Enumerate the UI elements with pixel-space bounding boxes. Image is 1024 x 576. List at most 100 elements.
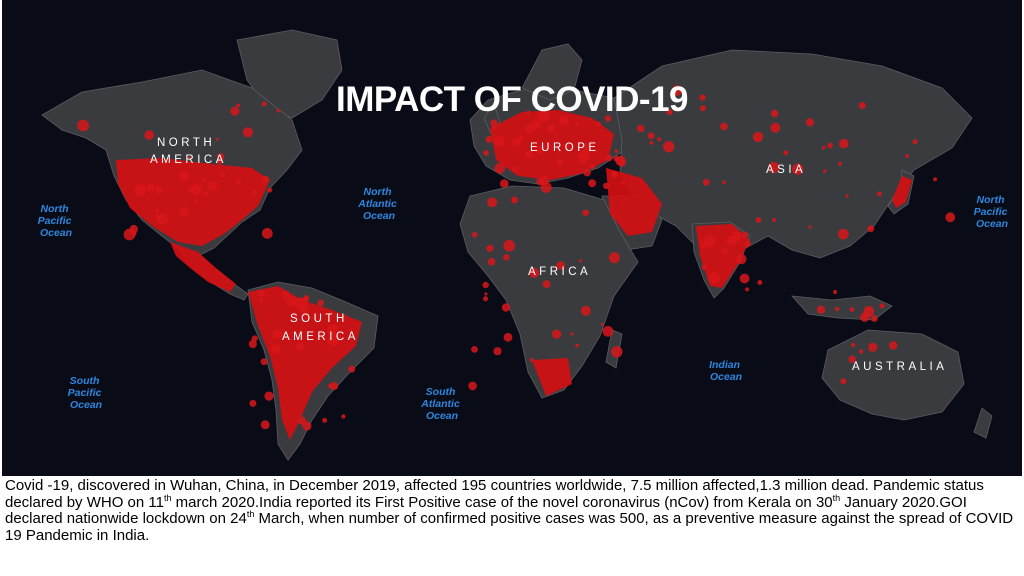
case-marker [327, 335, 339, 347]
caption-sup-3: th [246, 509, 255, 519]
case-marker [201, 177, 207, 182]
label-north-pacific-east: North Pacific Ocean [974, 194, 1011, 230]
case-marker [77, 119, 89, 132]
case-marker [582, 209, 589, 216]
case-marker [501, 303, 511, 312]
case-marker [260, 420, 270, 430]
case-marker [589, 163, 596, 170]
case-marker [647, 132, 655, 140]
case-marker [348, 365, 356, 373]
label-south-atlantic: South Atlantic Ocean [420, 386, 462, 422]
usa-hotspot [116, 158, 270, 246]
case-marker [328, 383, 334, 389]
case-marker [834, 306, 840, 312]
case-marker [649, 141, 654, 145]
mexico-central-america-hotspot [170, 242, 236, 292]
label-north-america-line1: NORTH [157, 137, 215, 149]
label-south-america-line1: SOUTH [290, 313, 348, 325]
case-marker [867, 225, 875, 233]
case-marker [511, 166, 518, 173]
case-marker [877, 191, 882, 197]
case-marker [296, 342, 305, 351]
case-marker [739, 273, 750, 284]
case-marker [722, 180, 726, 185]
case-marker [611, 170, 618, 178]
case-marker [840, 378, 847, 385]
case-marker [583, 168, 591, 177]
caption-sup-1: th [163, 492, 172, 503]
case-marker [905, 154, 909, 159]
case-marker [261, 228, 273, 239]
case-marker [848, 355, 856, 363]
case-marker [581, 142, 590, 151]
case-marker [503, 239, 515, 252]
case-marker [559, 115, 569, 126]
case-marker [708, 272, 720, 284]
case-marker [261, 175, 269, 183]
case-marker [808, 225, 812, 229]
case-marker [217, 159, 223, 165]
case-marker [614, 149, 618, 153]
case-marker [912, 139, 918, 145]
case-marker [525, 123, 536, 134]
case-marker [248, 339, 257, 349]
case-marker [752, 131, 764, 143]
africa [459, 185, 639, 399]
case-marker [492, 124, 497, 129]
case-marker [511, 196, 519, 204]
label-europe: EUROPE [530, 142, 600, 154]
label-indian-ocean: Indian Ocean [709, 359, 743, 383]
case-marker [657, 137, 662, 142]
case-marker [482, 281, 489, 289]
case-marker [721, 247, 728, 255]
case-marker [745, 287, 750, 292]
case-marker [265, 313, 269, 317]
case-marker [529, 267, 540, 278]
case-marker [134, 184, 146, 196]
case-marker [574, 121, 580, 126]
case-marker [281, 290, 290, 299]
new-zealand [973, 407, 993, 439]
caption-sup-2: th [832, 492, 841, 503]
middle-east-hotspot [606, 168, 662, 236]
case-marker [258, 298, 264, 303]
case-marker [570, 332, 574, 336]
label-south-america-line2: AMERICA [282, 331, 359, 343]
case-marker [579, 259, 583, 263]
continent-labels: NORTH AMERICA EUROPE ASIA AFRICA SOUTH A… [150, 137, 947, 373]
case-marker [483, 296, 489, 302]
case-marker [838, 161, 842, 166]
australia [821, 329, 965, 421]
case-marker [486, 244, 494, 252]
case-marker [286, 296, 297, 308]
case-marker [341, 414, 346, 419]
case-marker [823, 169, 827, 173]
case-marker [816, 305, 826, 314]
case-marker [945, 212, 956, 223]
case-marker [257, 289, 265, 298]
case-marker [575, 343, 579, 348]
case-marker [605, 154, 613, 162]
label-north-atlantic: North Atlantic Ocean [357, 186, 399, 222]
case-marker [536, 177, 545, 186]
case-marker [858, 102, 866, 109]
case-marker [471, 346, 478, 353]
case-marker [178, 170, 189, 181]
case-marker [131, 230, 137, 236]
case-marker [493, 347, 502, 356]
slide-title: IMPACT OF COVID-19 [335, 80, 689, 119]
case-marker [702, 178, 710, 186]
case-marker [703, 236, 716, 248]
case-marker [264, 391, 274, 401]
label-asia: ASIA [766, 164, 806, 176]
case-marker [771, 109, 779, 118]
case-marker [483, 150, 489, 156]
case-marker [868, 342, 878, 352]
case-marker [860, 312, 870, 322]
case-marker [341, 313, 346, 317]
case-marker [620, 201, 624, 205]
label-australia: AUSTRALIA [852, 361, 947, 373]
case-marker [839, 138, 849, 149]
case-marker [261, 101, 267, 107]
case-marker [187, 156, 192, 160]
